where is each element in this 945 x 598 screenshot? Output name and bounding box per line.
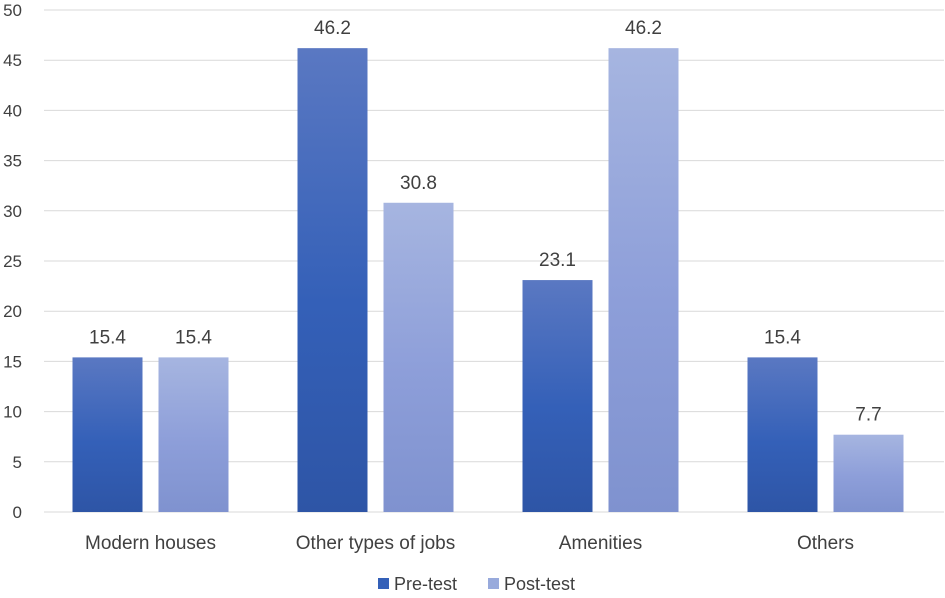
legend-swatch-post-test: [488, 578, 499, 589]
category-label: Modern houses: [85, 533, 216, 554]
y-tick-label: 25: [3, 252, 22, 271]
data-label: 30.8: [400, 173, 437, 194]
category-label: Other types of jobs: [296, 533, 455, 554]
bar-pre-test-0: [72, 357, 143, 512]
data-label: 15.4: [175, 327, 212, 348]
category-label: Others: [797, 533, 854, 554]
y-tick-label: 35: [3, 152, 22, 171]
bar-post-test-1: [383, 202, 454, 512]
data-label: 15.4: [89, 327, 126, 348]
y-tick-label: 0: [13, 503, 22, 522]
y-tick-label: 10: [3, 403, 22, 422]
legend-label: Pre-test: [394, 574, 457, 594]
data-labels: 15.4 15.4 46.2 30.8 23.1 46.2 15.4 7.7: [89, 18, 882, 426]
bar-post-test-2: [608, 48, 679, 512]
data-label: 46.2: [314, 18, 351, 39]
y-tick-label: 15: [3, 352, 22, 371]
y-tick-label: 20: [3, 302, 22, 321]
data-label: 7.7: [855, 405, 881, 426]
y-tick-label: 40: [3, 101, 22, 120]
y-axis-ticks: 0 5 10 15 20 25 30 35 40 45 50: [3, 1, 22, 522]
data-label: 15.4: [764, 327, 801, 348]
y-tick-label: 45: [3, 51, 22, 70]
legend: Pre-test Post-test: [378, 574, 575, 594]
bar-pre-test-1: [297, 48, 368, 512]
data-label: 46.2: [625, 18, 662, 39]
legend-label: Post-test: [504, 574, 575, 594]
bar-post-test-0: [158, 357, 229, 512]
y-tick-label: 30: [3, 202, 22, 221]
data-label: 23.1: [539, 250, 576, 271]
legend-swatch-pre-test: [378, 578, 389, 589]
y-tick-label: 5: [13, 453, 22, 472]
y-tick-label: 50: [3, 1, 22, 20]
bar-pre-test-2: [522, 280, 593, 512]
bar-post-test-3: [833, 434, 904, 512]
category-label: Amenities: [559, 533, 642, 554]
category-labels: Modern houses Other types of jobs Amenitie…: [85, 533, 854, 554]
bar-pre-test-3: [747, 357, 818, 512]
bars: [72, 48, 904, 512]
